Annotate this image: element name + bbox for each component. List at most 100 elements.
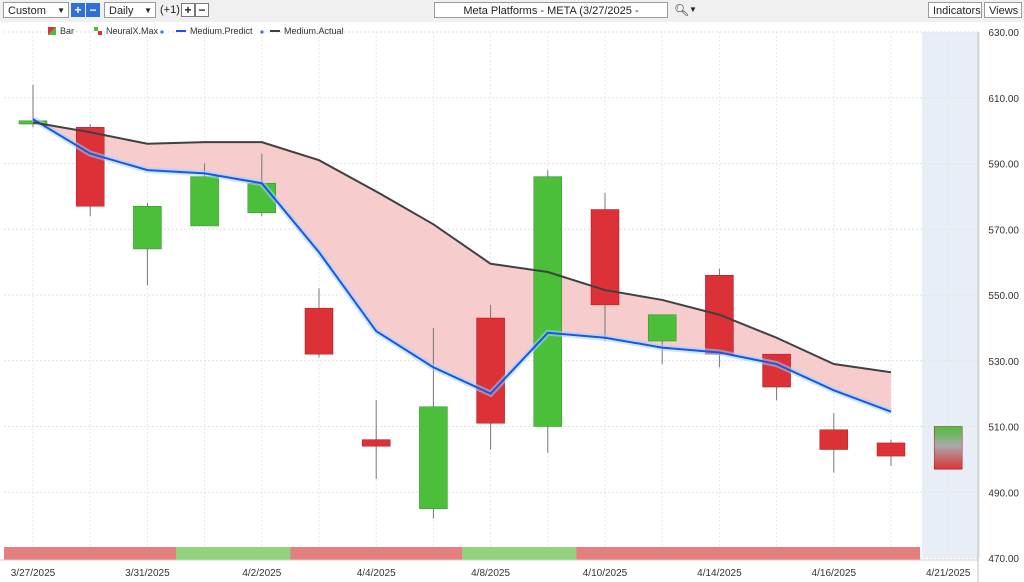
- x-tick-label: 4/21/2025: [926, 568, 971, 579]
- y-tick-label: 590.00: [988, 160, 1019, 171]
- candle-body-down: [705, 275, 734, 355]
- offset-decrease-button[interactable]: −: [195, 3, 209, 17]
- add-button[interactable]: +: [71, 3, 85, 17]
- legend-label: Medium.Predict: [190, 26, 253, 36]
- strength-segment: [805, 547, 863, 560]
- candle: [533, 170, 563, 453]
- strength-segment: [519, 547, 577, 560]
- candle: [419, 327, 448, 519]
- y-tick-label: 510.00: [988, 423, 1019, 434]
- strength-segment: [118, 547, 177, 560]
- y-tick-label: 550.00: [988, 291, 1019, 302]
- strength-segment: [690, 547, 749, 560]
- toolbar: Custom ▼ + − Daily ▼ (+1) + − Meta Platf…: [0, 0, 1024, 33]
- x-tick-label: 4/16/2025: [812, 568, 857, 579]
- candle: [819, 413, 849, 473]
- y-tick-label: 530.00: [988, 357, 1019, 368]
- x-axis: 3/27/2025 3/31/2025 4/2/2025 4/4/2025 4/8/20…: [0, 559, 978, 579]
- x-tick-label: 4/8/2025: [471, 568, 510, 579]
- neuralx-swatch-icon: [98, 31, 102, 35]
- dot-icon: [260, 30, 264, 34]
- chart-title[interactable]: Meta Platforms - META (3/27/2025 - 4/21/…: [434, 2, 668, 33]
- candle-body-up: [419, 406, 448, 509]
- y-tick-label: 570.00: [988, 225, 1019, 236]
- candle-body-down: [933, 426, 963, 470]
- forecast-zone: [922, 32, 980, 558]
- search-icon[interactable]: 🔍︎: [674, 3, 690, 17]
- strength-segment: [748, 547, 806, 560]
- legend-label: Medium.Actual: [284, 26, 344, 36]
- strength-bar: [4, 547, 921, 560]
- medium-predict-line: [32, 118, 892, 413]
- chevron-down-icon: ▼: [57, 6, 65, 15]
- candle: [75, 124, 105, 217]
- gridlines: [4, 31, 979, 582]
- legend-item: Medium.Predict: [176, 26, 264, 36]
- candle-body-up: [647, 314, 677, 342]
- strength-segment: [4, 547, 63, 560]
- y-tick-label: 490.00: [988, 488, 1019, 499]
- candle: [876, 439, 906, 466]
- legend-item: NeuralX.Max: [94, 26, 164, 36]
- candle-body-down: [590, 209, 620, 306]
- candle-body-up: [533, 176, 563, 427]
- range-select-value: Custom: [8, 5, 46, 17]
- candle-body-up: [190, 176, 219, 227]
- strength-segment: [61, 547, 120, 560]
- legend: Bar NeuralX.Max Medium.Predict Medium.Actua…: [48, 26, 344, 36]
- candle-body-down: [819, 429, 849, 450]
- strength-segment: [290, 547, 349, 560]
- dot-icon: [160, 30, 164, 34]
- legend-item: Medium.Actual: [270, 26, 344, 36]
- indicators-button[interactable]: Indicators: [928, 2, 982, 18]
- strength-segment: [462, 547, 520, 560]
- offset-increase-button[interactable]: +: [181, 3, 195, 17]
- candle: [133, 202, 162, 286]
- strength-segment: [347, 547, 406, 560]
- chevron-down-icon[interactable]: ▼: [689, 5, 697, 14]
- indicators-label: Indicators: [933, 5, 981, 17]
- strength-segment: [404, 547, 463, 560]
- x-tick-label: 3/27/2025: [11, 568, 56, 579]
- bar-swatch-icon: [48, 27, 56, 35]
- offset-label: (+1): [160, 4, 180, 16]
- strength-segment: [233, 547, 291, 560]
- candle: [476, 304, 505, 450]
- strength-segment: [862, 547, 921, 560]
- medium-actual-line: [32, 121, 892, 374]
- candle: [647, 314, 677, 365]
- x-tick-label: 4/10/2025: [583, 568, 628, 579]
- y-axis: 630.00 610.00 590.00 570.00 550.00 530.00 510.…: [988, 28, 1019, 565]
- x-tick-label: 3/31/2025: [125, 568, 170, 579]
- candle: [361, 400, 391, 480]
- legend-label: NeuralX.Max: [106, 26, 159, 36]
- price-chart[interactable]: 630.00 610.00 590.00 570.00 550.00 530.00 510.…: [0, 22, 1024, 582]
- legend-label: Bar: [60, 26, 74, 36]
- candle: [590, 193, 620, 342]
- x-tick-label: 4/2/2025: [242, 568, 281, 579]
- views-label: Views: [989, 5, 1019, 17]
- chevron-down-icon: ▼: [144, 6, 152, 15]
- candle: [933, 426, 963, 470]
- candle: [304, 288, 334, 358]
- neuralx-swatch-icon: [94, 27, 98, 31]
- interval-select[interactable]: Daily ▼: [104, 2, 156, 18]
- remove-button[interactable]: −: [86, 3, 100, 17]
- candle-body-down: [476, 317, 505, 424]
- candle-body-up: [133, 205, 162, 250]
- x-tick-label: 4/14/2025: [697, 568, 742, 579]
- legend-item: Bar: [48, 26, 74, 36]
- y-tick-label: 470.00: [988, 554, 1019, 565]
- candles: [18, 84, 963, 519]
- range-select[interactable]: Custom ▼: [3, 2, 69, 18]
- x-tick-label: 4/4/2025: [357, 568, 396, 579]
- candle-body-down: [75, 127, 105, 207]
- interval-select-value: Daily: [109, 5, 134, 17]
- predict-actual-band: [33, 119, 891, 412]
- candle-body-down: [361, 439, 391, 447]
- views-button[interactable]: Views: [984, 2, 1022, 18]
- y-tick-label: 610.00: [988, 94, 1019, 105]
- strength-segment: [576, 547, 635, 560]
- y-tick-label: 630.00: [988, 28, 1019, 39]
- strength-segment: [176, 547, 234, 560]
